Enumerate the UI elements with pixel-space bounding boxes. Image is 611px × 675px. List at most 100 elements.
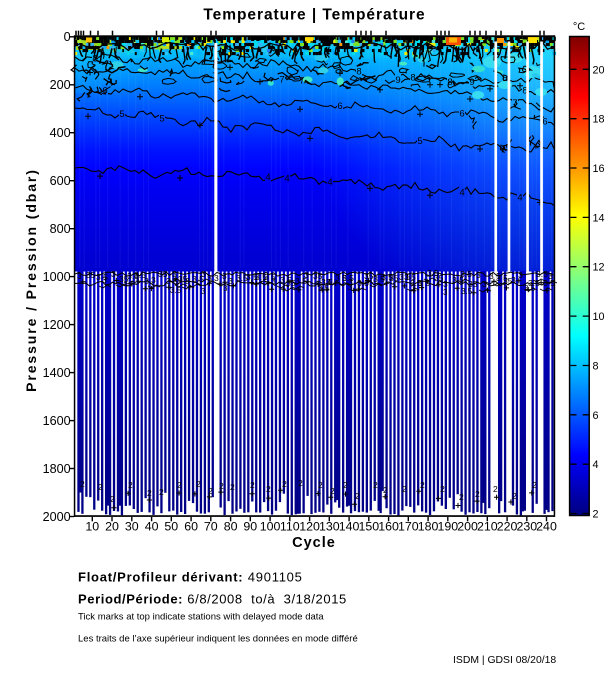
svg-text:3: 3 (222, 271, 227, 281)
svg-text:3 5: 3 5 (496, 273, 508, 283)
svg-text:3 5: 3 5 (166, 276, 178, 286)
svg-text:210: 210 (477, 520, 498, 534)
svg-text:4: 4 (517, 193, 522, 204)
svg-text:1000: 1000 (43, 270, 71, 284)
svg-text:Les traits de l’axe supérieur: Les traits de l’axe supérieur indiquent … (78, 634, 358, 645)
svg-text:2: 2 (593, 509, 599, 521)
svg-text:70: 70 (204, 520, 218, 534)
svg-text:220: 220 (497, 520, 518, 534)
svg-text:4: 4 (593, 459, 599, 471)
svg-text:2: 2 (196, 479, 201, 489)
svg-text:1400: 1400 (43, 366, 71, 380)
svg-text:240: 240 (536, 520, 557, 534)
svg-text:3.5: 3.5 (127, 271, 139, 281)
svg-text:30: 30 (125, 520, 139, 534)
svg-text:8: 8 (410, 73, 415, 84)
svg-text:Pressure / Pression (dbar): Pressure / Pression (dbar) (23, 168, 39, 392)
svg-text:3: 3 (207, 273, 212, 283)
svg-text:10: 10 (593, 311, 605, 323)
svg-text:3: 3 (326, 277, 331, 287)
svg-text:2: 2 (373, 480, 378, 490)
svg-text:35: 35 (364, 271, 374, 281)
svg-text:10: 10 (85, 520, 99, 534)
svg-text:35: 35 (389, 273, 399, 283)
svg-text:2: 2 (330, 486, 335, 496)
svg-text:3 5: 3 5 (373, 274, 385, 284)
svg-text:3: 3 (102, 275, 107, 285)
svg-text:2: 2 (318, 480, 323, 490)
svg-text:5: 5 (417, 136, 422, 147)
svg-text:3 5: 3 5 (543, 278, 555, 288)
svg-text:3: 3 (304, 270, 309, 280)
svg-text:200: 200 (50, 78, 71, 92)
svg-text:180: 180 (418, 520, 439, 534)
svg-text:130: 130 (319, 520, 340, 534)
svg-text:6: 6 (542, 117, 547, 128)
svg-text:3: 3 (228, 276, 233, 286)
svg-text:3: 3 (411, 284, 416, 293)
svg-text:12: 12 (593, 262, 605, 274)
svg-text:35: 35 (178, 274, 188, 284)
svg-text:3: 3 (201, 269, 206, 279)
svg-text:2: 2 (532, 480, 537, 490)
svg-text:Temperature | Température: Temperature | Température (203, 7, 425, 24)
svg-text:6: 6 (337, 101, 342, 112)
svg-text:3: 3 (111, 269, 116, 279)
svg-text:4: 4 (327, 177, 332, 188)
svg-text:170: 170 (398, 520, 419, 534)
svg-text:3 5: 3 5 (280, 275, 292, 285)
svg-text:3: 3 (271, 276, 276, 286)
svg-text:2: 2 (177, 480, 182, 490)
svg-text:3: 3 (348, 283, 353, 292)
svg-text:3: 3 (548, 271, 553, 281)
svg-text:5: 5 (119, 109, 124, 120)
svg-text:2: 2 (128, 480, 133, 490)
svg-text:6: 6 (459, 109, 464, 120)
svg-text:6: 6 (593, 410, 599, 422)
svg-text:2: 2 (493, 484, 498, 494)
svg-text:40: 40 (145, 520, 159, 534)
svg-text:2: 2 (282, 479, 287, 489)
svg-text:8: 8 (593, 361, 599, 373)
svg-text:3: 3 (172, 269, 177, 279)
svg-text:800: 800 (50, 222, 71, 236)
svg-text:3.5: 3.5 (318, 284, 330, 293)
svg-text:2: 2 (147, 488, 152, 498)
svg-text:2: 2 (440, 484, 445, 494)
svg-text:190: 190 (437, 520, 458, 534)
svg-text:Tick marks at top indicate sta: Tick marks at top indicate stations with… (78, 612, 324, 623)
svg-text:400: 400 (50, 126, 71, 140)
svg-text:3: 3 (214, 273, 219, 283)
svg-text:60: 60 (184, 520, 198, 534)
svg-text:3 5: 3 5 (96, 272, 108, 282)
svg-text:9: 9 (395, 75, 400, 86)
svg-text:2000: 2000 (43, 510, 71, 524)
svg-text:1600: 1600 (43, 414, 71, 428)
svg-text:Period/Période: 6/8/2008 to/à: Period/Période: 6/8/2008 to/à 3/18/2015 (78, 592, 347, 607)
svg-text:2: 2 (266, 484, 271, 494)
svg-text:3: 3 (223, 284, 228, 293)
svg-text:2: 2 (98, 482, 103, 492)
svg-text:110: 110 (280, 520, 300, 534)
svg-text:2: 2 (512, 491, 517, 501)
svg-text:90: 90 (243, 520, 257, 534)
svg-text:3: 3 (443, 288, 448, 297)
svg-text:3.5: 3.5 (236, 273, 248, 283)
svg-text:3 5: 3 5 (264, 272, 276, 282)
svg-text:35: 35 (313, 271, 323, 281)
svg-text:140: 140 (339, 520, 360, 534)
svg-text:3.5: 3.5 (342, 273, 354, 283)
svg-text:2: 2 (475, 489, 480, 499)
svg-text:2: 2 (219, 481, 224, 491)
svg-text:2: 2 (250, 480, 255, 490)
svg-text:2: 2 (208, 486, 213, 496)
svg-text:5: 5 (159, 114, 164, 125)
svg-text:3: 3 (77, 271, 82, 281)
svg-text:14: 14 (593, 212, 605, 224)
svg-text:3: 3 (518, 270, 523, 280)
svg-text:3.5: 3.5 (524, 284, 536, 293)
svg-text:7: 7 (279, 75, 284, 86)
svg-text:1800: 1800 (43, 462, 71, 476)
svg-text:18: 18 (593, 114, 605, 126)
svg-text:2: 2 (110, 494, 115, 504)
